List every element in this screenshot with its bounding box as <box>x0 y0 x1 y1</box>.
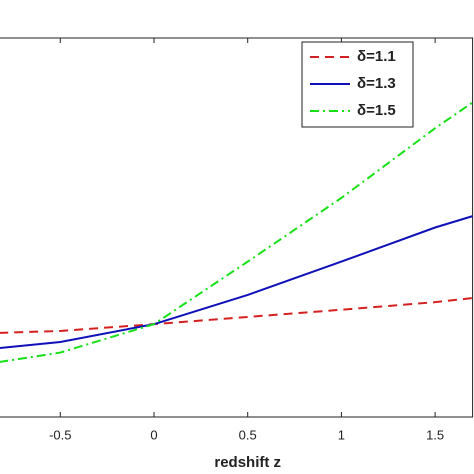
legend-label: δ=1.1 <box>357 48 396 65</box>
legend-label: δ=1.3 <box>357 75 396 92</box>
x-tick-label: 0.5 <box>239 427 257 442</box>
series-line <box>0 101 474 363</box>
x-tick-label: 1.5 <box>426 427 444 442</box>
x-tick-label: 0 <box>150 427 157 442</box>
legend-label: δ=1.5 <box>357 102 396 119</box>
series-line <box>0 215 473 349</box>
series-line <box>0 297 473 334</box>
x-tick-label: -0.5 <box>49 427 71 442</box>
x-axis-label: redshift z <box>214 454 281 471</box>
plot-frame <box>0 37 474 418</box>
x-tick-label: 1 <box>338 427 345 442</box>
